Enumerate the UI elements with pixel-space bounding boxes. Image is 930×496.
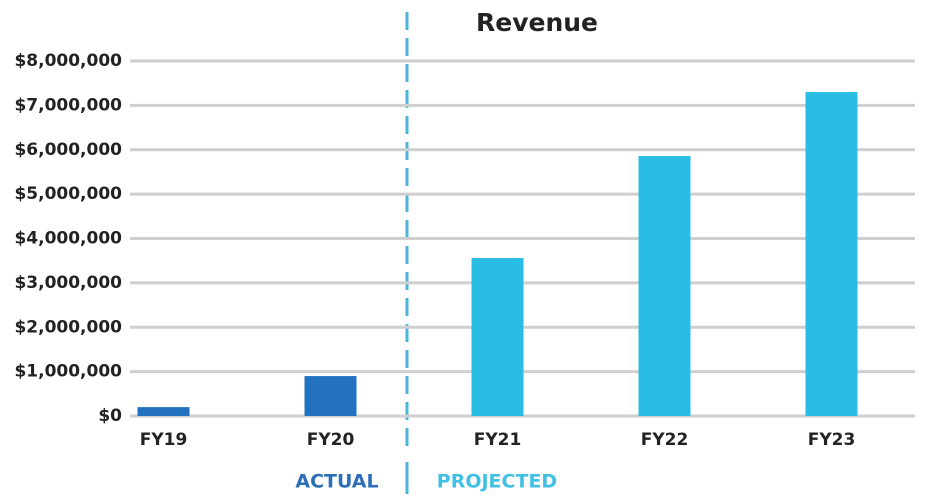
- x-tick-label: FY20: [307, 430, 355, 450]
- annotation: ACTUAL: [295, 471, 378, 493]
- bar: [304, 376, 357, 416]
- bar: [638, 155, 691, 416]
- y-tick-label: $1,000,000: [14, 362, 122, 382]
- y-tick-label: $6,000,000: [14, 140, 122, 160]
- x-tick-label: FY23: [808, 430, 856, 450]
- y-tick-label: $7,000,000: [14, 95, 122, 115]
- chart-title: Revenue: [476, 8, 598, 37]
- y-tick-label: $0: [98, 406, 122, 426]
- y-tick-label: $4,000,000: [14, 229, 122, 249]
- x-tick-label: FY21: [474, 430, 522, 450]
- annotation: PROJECTED: [437, 471, 557, 493]
- x-tick-label: FY19: [140, 430, 188, 450]
- bar: [137, 407, 190, 416]
- y-tick-label: $8,000,000: [14, 51, 122, 71]
- x-tick-label: FY22: [641, 430, 689, 450]
- y-tick-label: $3,000,000: [14, 273, 122, 293]
- bar: [471, 258, 524, 416]
- y-tick-label: $5,000,000: [14, 184, 122, 204]
- y-tick-label: $2,000,000: [14, 317, 122, 337]
- bar: [805, 92, 858, 416]
